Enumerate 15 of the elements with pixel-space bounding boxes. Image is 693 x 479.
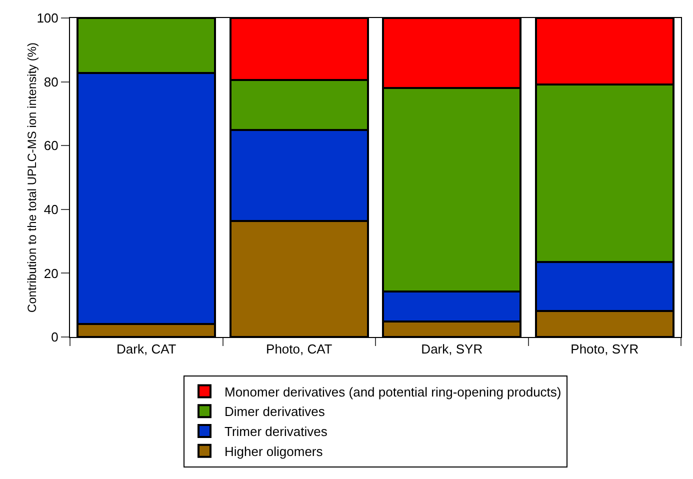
legend-label: Higher oligomers: [224, 444, 324, 459]
y-tick-label: 80: [44, 74, 58, 90]
x-tick-label: Photo, CAT: [266, 342, 332, 357]
y-tick-label: 0: [51, 330, 58, 345]
legend-label: Monomer derivatives (and potential ring-opening products): [224, 384, 562, 400]
y-tick-label: 40: [44, 202, 58, 217]
x-tick-label: Dark, SYR: [421, 342, 483, 357]
y-tick-label: 20: [44, 266, 58, 281]
y-tick-label: 100: [36, 10, 58, 26]
x-tick-label: Photo, SYR: [570, 342, 639, 357]
legend-label: Dimer derivatives: [224, 404, 326, 420]
legend-label: Trimer derivatives: [224, 424, 328, 440]
x-tick-label: Dark, CAT: [116, 342, 176, 357]
y-axis-title: Contribution to the total UPLC-MS ion intensity (%): [25, 42, 39, 313]
y-tick-label: 60: [44, 138, 58, 154]
